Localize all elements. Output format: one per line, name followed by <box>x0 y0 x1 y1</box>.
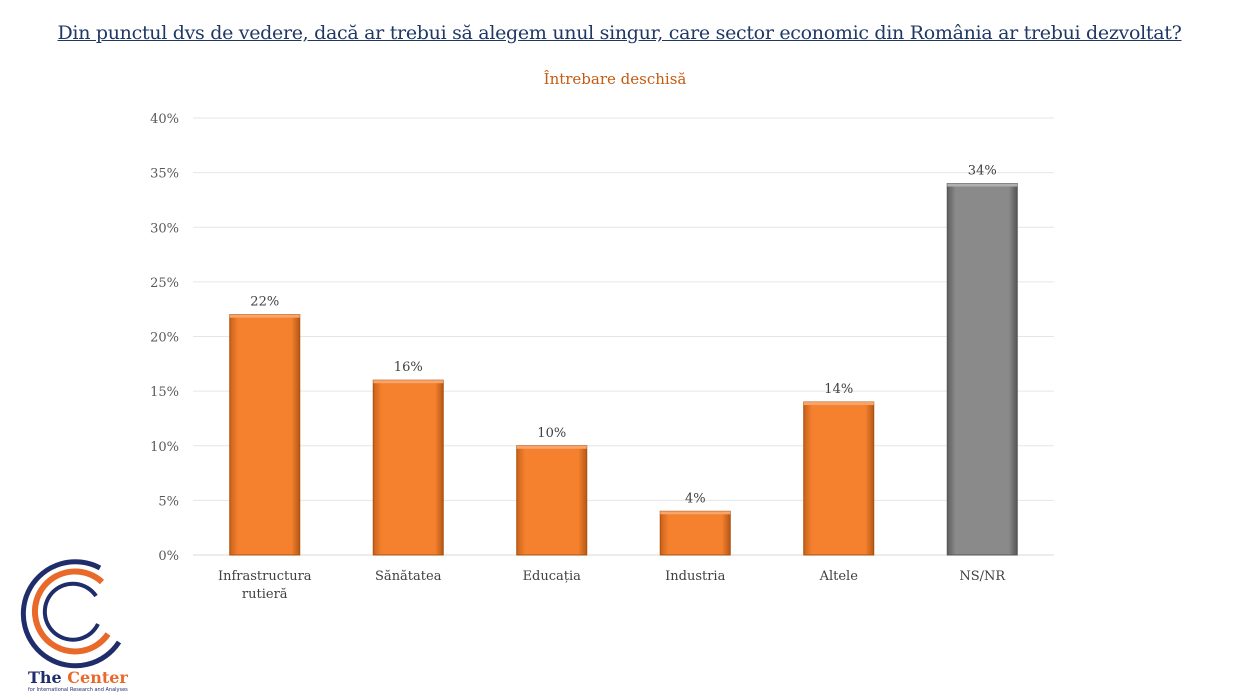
y-tick-label: 35% <box>150 167 179 182</box>
bar <box>946 183 1018 556</box>
bar-top-bevel <box>803 402 874 406</box>
gridlines <box>193 117 1054 556</box>
x-tick-label: Infrastructura rutieră <box>218 569 312 602</box>
y-tick-label: 5% <box>158 494 179 509</box>
bar <box>372 379 444 556</box>
x-tick-label: Educația <box>523 569 582 584</box>
x-tick-label: NS/NR <box>959 569 1006 584</box>
value-label: 22% <box>250 295 279 310</box>
bar-top-bevel <box>516 445 587 449</box>
value-labels: 22% 16% 10% 4% 14% 34% <box>250 164 996 507</box>
x-tick-label: Sănătatea <box>375 569 442 584</box>
value-label: 14% <box>824 382 853 397</box>
value-label: 4% <box>685 491 706 506</box>
bars <box>229 183 1018 556</box>
value-label: 34% <box>968 164 997 179</box>
logo-name: The Center <box>28 668 128 687</box>
x-tick-label: Altele <box>819 569 859 584</box>
y-axis-ticks: 0% 5% 10% 15% 20% 25% 30% 35% 40% <box>150 112 179 564</box>
bar-top-bevel <box>660 511 731 515</box>
bar <box>803 401 875 556</box>
bar-top-bevel <box>947 183 1018 187</box>
x-tick-label: Industria <box>665 569 725 584</box>
y-tick-label: 25% <box>150 276 179 291</box>
chart-subtitle: Întrebare deschisă <box>543 70 687 88</box>
chart-title: Din punctul dvs de vedere, dacă ar trebu… <box>57 22 1182 44</box>
bar <box>659 510 731 556</box>
bar <box>229 314 301 556</box>
logo-tagline: for International Research and Analyses <box>28 687 128 693</box>
x-axis-labels: Infrastructura rutieră Sănătatea Educația In… <box>218 569 1006 602</box>
y-tick-label: 20% <box>150 331 179 346</box>
bar-top-bevel <box>229 314 300 318</box>
y-tick-label: 30% <box>150 221 179 236</box>
y-tick-label: 10% <box>150 440 179 455</box>
the-center-logo <box>20 559 122 669</box>
y-tick-label: 40% <box>150 112 179 127</box>
y-tick-label: 0% <box>158 549 179 564</box>
y-tick-label: 15% <box>150 385 179 400</box>
value-label: 10% <box>537 426 566 441</box>
bar-top-bevel <box>373 380 444 384</box>
bar <box>516 445 588 556</box>
value-label: 16% <box>394 360 423 375</box>
